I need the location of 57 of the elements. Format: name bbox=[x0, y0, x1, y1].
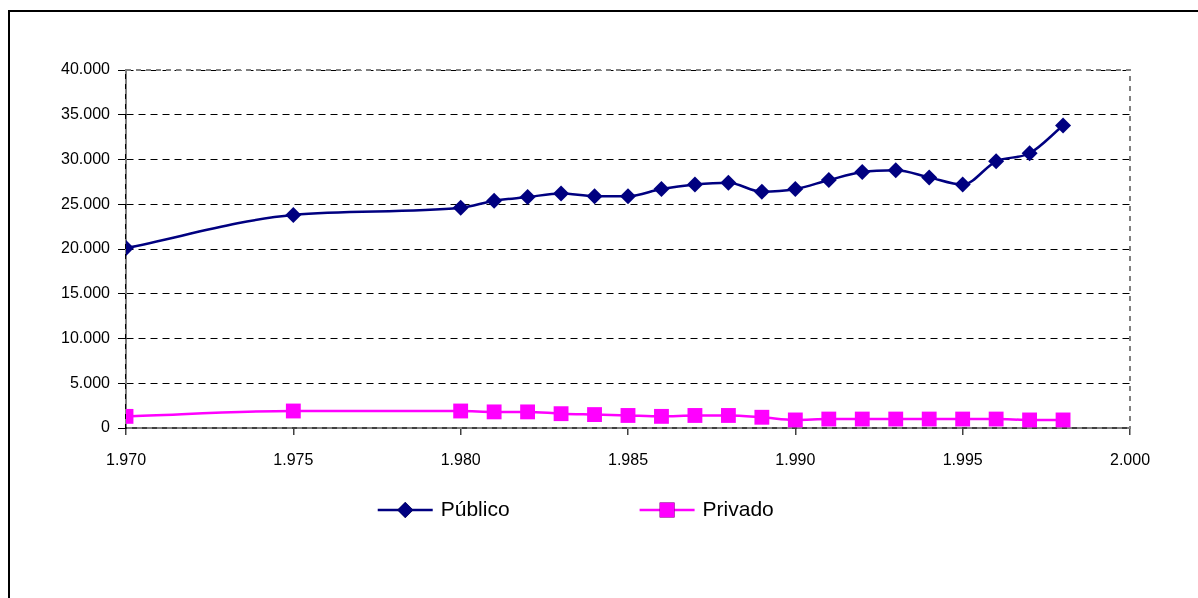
point bbox=[787, 181, 804, 198]
y-tick-label: 15.000 bbox=[61, 284, 111, 302]
y-tick-label: 25.000 bbox=[61, 194, 111, 212]
point bbox=[1055, 117, 1072, 134]
point bbox=[587, 407, 602, 422]
point bbox=[553, 185, 570, 202]
point bbox=[519, 189, 536, 206]
y-tick-label: 30.000 bbox=[61, 149, 111, 167]
point bbox=[787, 412, 803, 428]
point bbox=[854, 164, 871, 181]
point bbox=[285, 403, 301, 419]
y-tick-label: 0 bbox=[101, 418, 111, 436]
point bbox=[452, 199, 469, 216]
x-tick-label: 1.990 bbox=[775, 451, 816, 469]
x-tick-label: 2.000 bbox=[1109, 451, 1151, 469]
point bbox=[285, 206, 302, 223]
point bbox=[753, 183, 770, 200]
point bbox=[820, 172, 837, 189]
point bbox=[887, 162, 904, 179]
point bbox=[754, 409, 770, 425]
point bbox=[821, 411, 837, 427]
point bbox=[955, 411, 971, 427]
x-tick-label: 1.970 bbox=[105, 451, 147, 469]
x-tick-label: 1.980 bbox=[440, 451, 481, 469]
point bbox=[687, 408, 703, 423]
point bbox=[1021, 145, 1038, 162]
point bbox=[921, 169, 938, 186]
y-tick-label: 35.000 bbox=[61, 105, 111, 123]
point bbox=[620, 188, 636, 205]
point bbox=[854, 411, 870, 427]
point bbox=[586, 188, 603, 205]
point bbox=[486, 404, 502, 420]
point bbox=[686, 176, 703, 193]
point bbox=[453, 403, 469, 419]
point bbox=[720, 408, 736, 423]
legend-label: Público bbox=[440, 496, 510, 520]
x-tick-label: 1.975 bbox=[273, 451, 314, 469]
y-tick-label: 10.000 bbox=[61, 328, 111, 346]
point bbox=[653, 181, 670, 198]
point bbox=[954, 176, 971, 193]
point bbox=[486, 192, 503, 209]
point bbox=[620, 408, 636, 423]
point bbox=[988, 153, 1005, 170]
y-tick-label: 20.000 bbox=[61, 239, 111, 257]
x-tick-label: 1.995 bbox=[942, 451, 983, 469]
point bbox=[654, 408, 669, 424]
x-tick-label: 1.985 bbox=[607, 451, 649, 469]
point bbox=[888, 411, 904, 427]
point bbox=[1022, 412, 1038, 428]
y-tick-label: 40.000 bbox=[61, 60, 111, 78]
point bbox=[553, 406, 569, 422]
y-tick-label: 5.000 bbox=[69, 373, 111, 391]
point bbox=[988, 411, 1004, 427]
point bbox=[921, 411, 937, 427]
legend-label: Privado bbox=[702, 496, 774, 520]
point bbox=[720, 174, 737, 191]
point bbox=[520, 404, 536, 420]
